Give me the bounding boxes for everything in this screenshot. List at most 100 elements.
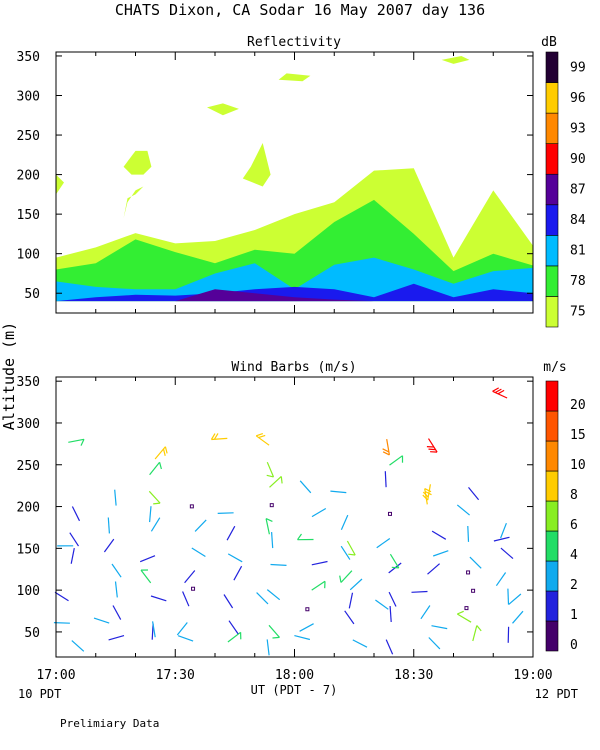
wind-barb [149, 506, 152, 523]
reflectivity-colorbar-label: 84 [570, 213, 586, 228]
wind-colorbar-swatch [545, 560, 559, 592]
reflectivity-colorbar-swatch [545, 296, 559, 328]
wind-barb [154, 446, 168, 460]
wind-colorbar-swatch [545, 410, 559, 442]
reflectivity-colorbar-unit: dB [541, 35, 557, 50]
wind-colorbar-label: 6 [570, 518, 578, 533]
wind-barb [507, 588, 510, 605]
wind-ytick-label: 300 [17, 417, 40, 432]
wind-barb [107, 517, 110, 534]
reflectivity-colorbar-label: 90 [570, 152, 586, 167]
wind-barb [69, 532, 80, 547]
wind-barb [217, 512, 234, 514]
wind-barb [469, 556, 482, 569]
wind-barb [428, 637, 441, 650]
wind-barb [270, 563, 287, 566]
wind-barb [493, 536, 510, 542]
reflectivity-patch [441, 56, 470, 64]
wind-ytick-label: 200 [17, 501, 40, 516]
reflectivity-colorbar-label: 75 [570, 305, 586, 320]
wind-barb-calm [189, 504, 194, 509]
reflectivity-colorbar-swatch [545, 82, 559, 114]
wind-barb [294, 635, 311, 641]
wind-barb [114, 489, 117, 506]
wind-barb [271, 532, 274, 549]
wind-ytick-label: 150 [17, 542, 40, 557]
wind-xtick-label: 18:30 [394, 668, 433, 683]
wind-barb [227, 631, 242, 643]
wind-barb [426, 438, 438, 453]
wind-barb [150, 595, 167, 602]
wind-barb [177, 635, 194, 642]
reflectivity-patch [278, 73, 311, 82]
wind-barb-calm [269, 503, 274, 508]
left-time-note: 10 PDT [18, 687, 61, 701]
wind-barb [311, 580, 326, 591]
wind-barb [352, 639, 368, 648]
wind-barb [255, 433, 270, 446]
wind-barb-calm [466, 570, 471, 575]
wind-colorbar-unit: m/s [543, 360, 566, 375]
wind-colorbar-swatch [545, 470, 559, 502]
wind-barb [114, 581, 118, 598]
wind-frame [55, 376, 534, 658]
wind-xtick-label: 17:00 [36, 668, 75, 683]
reflectivity-colorbar-swatch [545, 51, 559, 83]
reflectivity-axes: 50 100 150 200 250 300 350 [17, 50, 534, 313]
wind-barb [184, 570, 196, 584]
wind-colorbar-swatch [545, 530, 559, 562]
wind-barb [256, 592, 269, 605]
reflectivity-colorbar-swatch [545, 235, 559, 267]
wind-barb [140, 569, 152, 584]
wind-barb [266, 461, 275, 478]
wind-barb [468, 487, 480, 501]
refl-ytick-label: 200 [17, 169, 40, 184]
wind-barb [456, 504, 470, 516]
wind-barb [340, 545, 351, 560]
reflectivity-colorbar: 75 78 81 84 87 90 93 96 99 [545, 51, 586, 328]
wind-barb [385, 639, 394, 655]
wind-barb [340, 514, 349, 531]
refl-ytick-label: 350 [17, 50, 40, 65]
wind-barb [420, 605, 431, 620]
wind-barb [93, 617, 110, 624]
wind-barb [344, 610, 355, 625]
wind-xtick-label: 18:00 [275, 668, 314, 683]
wind-barb [508, 593, 522, 605]
wind-barb [431, 530, 447, 540]
wind-barb [389, 553, 400, 569]
wind-barb [456, 610, 472, 623]
wind-barb [228, 620, 239, 635]
wind-colorbar-swatch [545, 590, 559, 622]
wind-barb [265, 518, 273, 535]
wind-colorbar-swatch [545, 380, 559, 412]
wind-barb [227, 553, 243, 563]
wind-barb-plot: Wind Barbs (m/s) m/s 5010015020025030035… [17, 360, 586, 683]
wind-barb [71, 640, 85, 652]
wind-colorbar: 0 1 2 4 6 8 10 15 20 [545, 380, 586, 653]
y-axis-label: Altitude (m) [0, 322, 18, 430]
reflectivity-patch [56, 174, 64, 195]
wind-barb [389, 605, 392, 623]
wind-barb [348, 592, 354, 609]
wind-barb [382, 438, 390, 456]
figure-title: CHATS Dixon, CA Sodar 16 May 2007 day 13… [115, 1, 485, 19]
reflectivity-colorbar-swatch [545, 204, 559, 236]
reflectivity-patch [242, 143, 271, 187]
footer-note: Prelimiary Data [60, 717, 159, 730]
refl-ytick-label: 250 [17, 129, 40, 144]
wind-barb [68, 438, 85, 446]
wind-barb [375, 599, 389, 610]
refl-ytick-label: 50 [24, 287, 40, 302]
wind-barb [500, 522, 507, 539]
wind-barb [376, 538, 391, 549]
wind-colorbar-label: 15 [570, 428, 586, 443]
reflectivity-colorbar-swatch [545, 143, 559, 175]
reflectivity-band-84 [56, 283, 533, 302]
wind-barb [112, 605, 122, 620]
reflectivity-colorbar-swatch [545, 173, 559, 206]
wind-barb-calm [471, 588, 476, 593]
wind-colorbar-label: 1 [570, 608, 578, 623]
